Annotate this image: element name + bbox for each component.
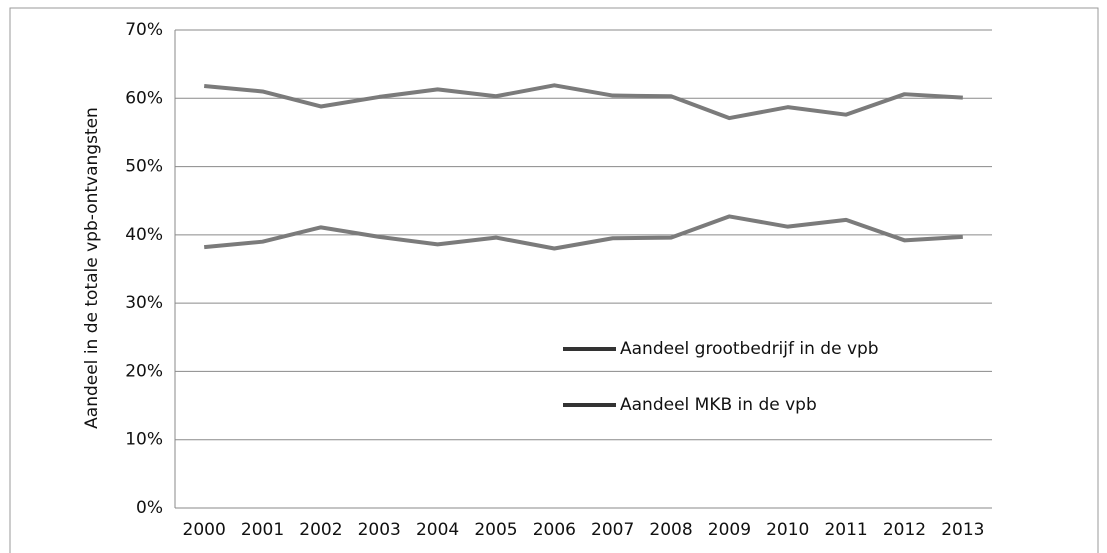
x-tick-label: 2009: [708, 520, 751, 540]
x-tick-label: 2012: [883, 520, 926, 540]
x-tick-label: 2007: [591, 520, 634, 540]
legend-label: Aandeel MKB in de vpb: [620, 395, 817, 415]
y-tick-label: 60%: [125, 88, 163, 108]
chart-frame: [9, 7, 1099, 553]
line-series: [203, 83, 963, 121]
y-tick-label: 50%: [125, 157, 163, 177]
y-axis-title: Aandeel in de totale vpb-ontvangsten: [82, 107, 102, 429]
x-tick-label: 2003: [358, 520, 401, 540]
x-tick-label: 2011: [824, 520, 867, 540]
x-tick-label: 2005: [474, 520, 517, 540]
x-tick-label: 2002: [299, 520, 342, 540]
legend-label: Aandeel grootbedrijf in de vpb: [620, 339, 879, 359]
x-tick-label: 2006: [533, 520, 576, 540]
y-tick-label: 40%: [125, 225, 163, 245]
y-tick-label: 0%: [136, 498, 163, 518]
x-tick-label: 2004: [416, 520, 459, 540]
y-tick-label: 10%: [125, 430, 163, 450]
y-tick-label: 30%: [125, 293, 163, 313]
x-tick-label: 2001: [241, 520, 284, 540]
y-tick-label: 70%: [125, 20, 163, 40]
line-series: [203, 214, 963, 251]
x-tick-label: 2008: [649, 520, 692, 540]
y-tick-label: 20%: [125, 361, 163, 381]
x-tick-label: 2013: [941, 520, 984, 540]
x-tick-label: 2010: [766, 520, 809, 540]
x-tick-label: 2000: [183, 520, 226, 540]
